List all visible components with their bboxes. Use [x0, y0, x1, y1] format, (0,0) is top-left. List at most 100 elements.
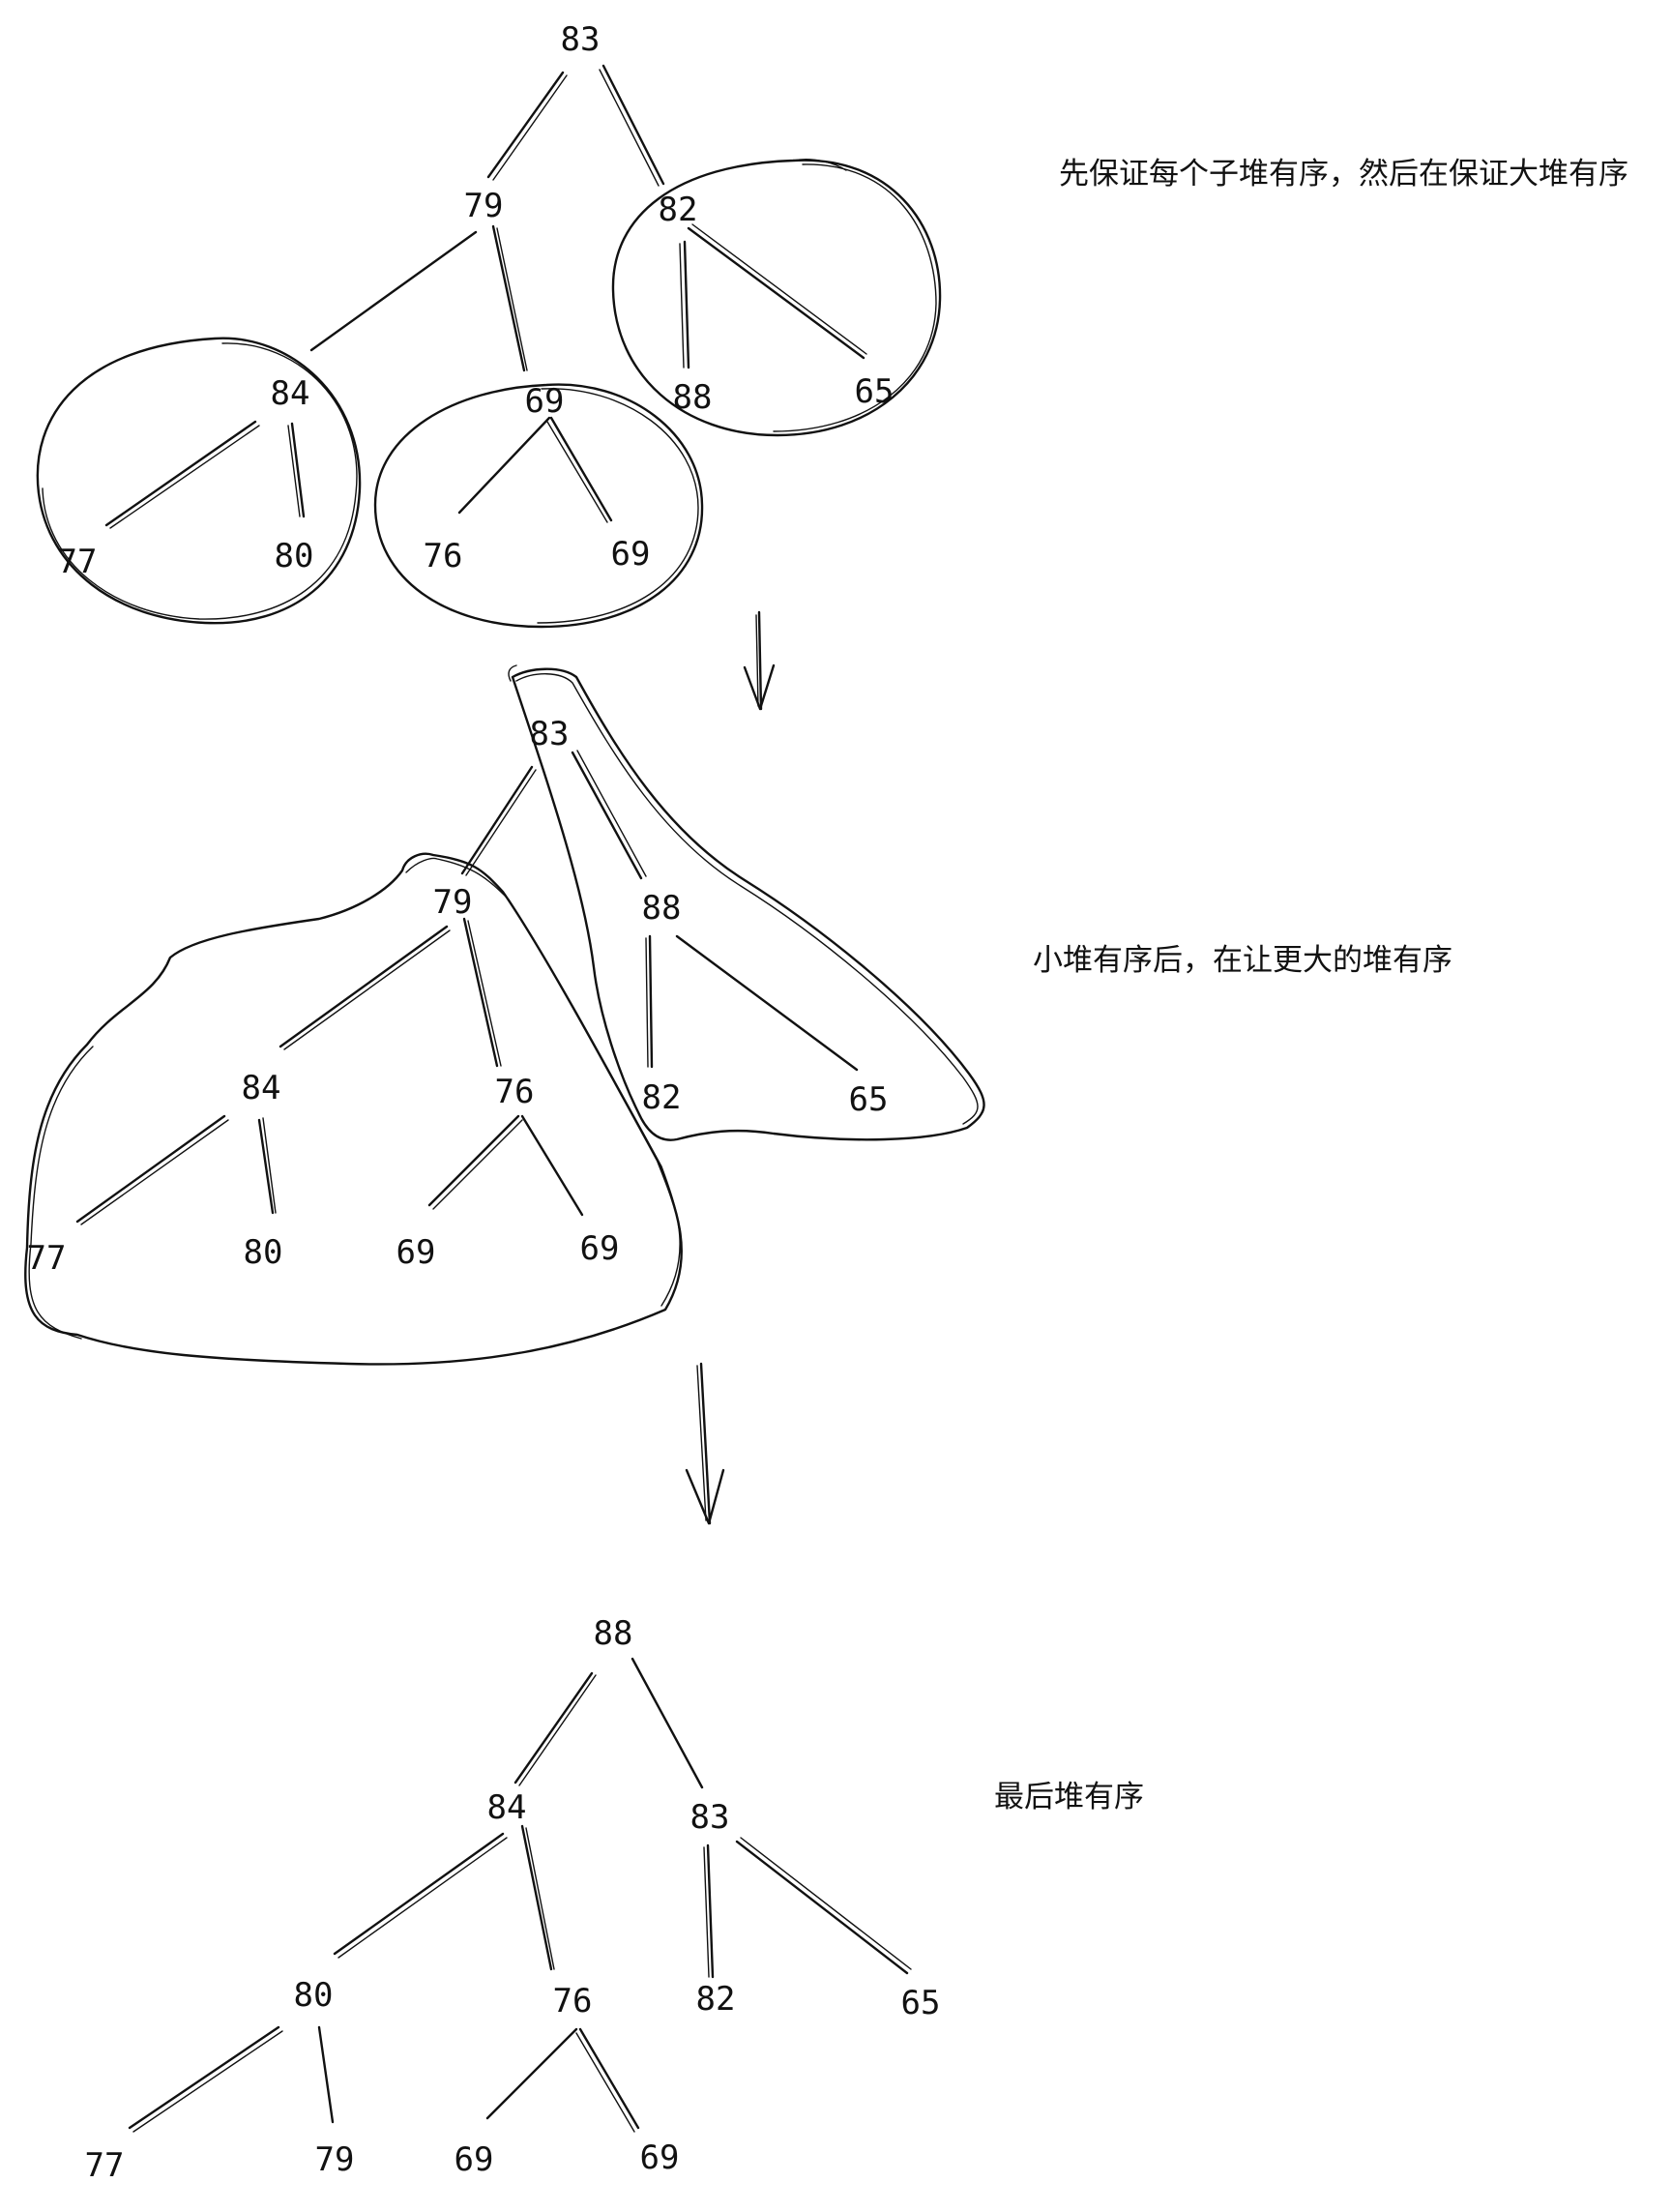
heap-node: 79 [315, 2140, 355, 2179]
heap-node: 69 [396, 1233, 436, 1272]
edge [520, 1114, 584, 1217]
down-arrow [743, 610, 776, 711]
edge [128, 2025, 280, 2130]
heap-node: 69 [611, 535, 651, 574]
stage-2-edges [75, 750, 859, 1225]
stage-2-note: 小堆有序后，在让更大的堆有序 [1033, 943, 1452, 978]
edge [457, 416, 551, 515]
subheap-outline-82-tail [792, 159, 847, 171]
heap-node: 65 [855, 372, 895, 411]
heap-node: 77 [85, 2146, 125, 2185]
edge [576, 750, 647, 877]
edge [132, 2030, 283, 2133]
subheap-outline-84 [36, 337, 362, 625]
heap-node: 69 [580, 1229, 620, 1268]
heap-node: 76 [553, 1982, 593, 2020]
heap-node: 82 [642, 1078, 682, 1117]
edge [518, 1674, 597, 1786]
edge [309, 230, 478, 352]
heap-node: 65 [849, 1080, 889, 1119]
stage-3-nodes: 88 84 83 80 76 82 65 77 79 69 69 [85, 1614, 941, 2185]
heap-node: 76 [424, 537, 463, 575]
heap-node: 84 [271, 374, 310, 413]
edge [599, 69, 660, 187]
edge [691, 223, 867, 355]
subheap-outline-79 [405, 857, 681, 1307]
down-arrow [685, 1362, 725, 1525]
edge [432, 1119, 523, 1210]
edge [546, 421, 608, 523]
heap-node: 69 [640, 2138, 680, 2177]
subheap-outline-82 [611, 159, 942, 437]
heap-node: 79 [433, 883, 473, 922]
heap-node: 77 [58, 543, 98, 581]
heap-node: 82 [696, 1980, 736, 2019]
edge [486, 71, 565, 179]
edge [549, 416, 613, 522]
stage-2: 83 79 88 84 76 82 65 77 80 69 69 小堆有序后，在… [24, 664, 1452, 1366]
heap-node: 69 [525, 382, 565, 421]
edge [427, 1114, 520, 1207]
stage-1-note: 先保证每个子堆有序，然后在保证大堆有序 [1059, 157, 1628, 192]
edge [687, 226, 865, 360]
edge [262, 1117, 277, 1214]
edge [513, 1671, 594, 1784]
edge [465, 769, 537, 876]
edge [485, 2027, 578, 2120]
subheap-outline-82 [773, 163, 937, 432]
edge [601, 64, 665, 186]
stage-2-nodes: 83 79 88 84 76 82 65 77 80 69 69 [27, 715, 889, 1278]
edge [109, 425, 260, 529]
subheap-outline-88 [508, 664, 517, 682]
subheap-outline-88 [515, 673, 979, 1125]
subheap-outline-88 [511, 667, 985, 1141]
stage-2-subheap-outlines [24, 664, 985, 1366]
edge [333, 1832, 505, 1956]
edge [645, 937, 649, 1068]
subheap-outline-79 [28, 1046, 94, 1340]
subheap-outline-79 [24, 852, 683, 1366]
edge [575, 2032, 635, 2133]
edge [683, 240, 690, 369]
heap-node: 80 [294, 1976, 334, 2015]
edge [80, 1119, 229, 1225]
edge [75, 1114, 226, 1224]
heap-node: 83 [530, 715, 570, 753]
edge [287, 425, 301, 517]
edge [496, 227, 528, 371]
heap-node: 76 [495, 1073, 535, 1111]
heap-node: 65 [901, 1984, 941, 2022]
heap-node: 80 [244, 1233, 283, 1272]
edge [462, 917, 499, 1068]
edge [648, 934, 654, 1069]
stage-1-edges [104, 64, 867, 529]
heap-node: 82 [659, 191, 698, 229]
edge [703, 1846, 710, 1978]
stage-3: 88 84 83 80 76 82 65 77 79 69 69 最后堆有序 [85, 1614, 1144, 2185]
heap-node: 79 [464, 187, 504, 225]
heap-node: 69 [455, 2140, 494, 2179]
edge [460, 765, 534, 875]
edge [491, 224, 526, 372]
stage-1: 83 79 82 84 69 88 65 77 80 76 69 先保证每个子堆… [36, 20, 1628, 629]
heap-node: 88 [594, 1614, 633, 1653]
edge [578, 2027, 640, 2130]
edge [675, 934, 859, 1072]
subheap-outline-69 [373, 383, 704, 629]
edge [740, 1837, 912, 1970]
edge [283, 929, 451, 1050]
edge [571, 751, 643, 880]
edge [467, 920, 502, 1067]
heap-node: 83 [690, 1798, 730, 1837]
edge [257, 1118, 275, 1215]
heap-node: 88 [642, 889, 682, 928]
edge [706, 1843, 715, 1979]
stage-3-edges [128, 1657, 912, 2133]
edge [317, 2025, 335, 2124]
edge [735, 1840, 909, 1975]
heap-node: 83 [561, 20, 601, 59]
subheap-outline-69 [537, 388, 699, 624]
edge [631, 1657, 704, 1789]
heap-node: 88 [673, 378, 713, 417]
